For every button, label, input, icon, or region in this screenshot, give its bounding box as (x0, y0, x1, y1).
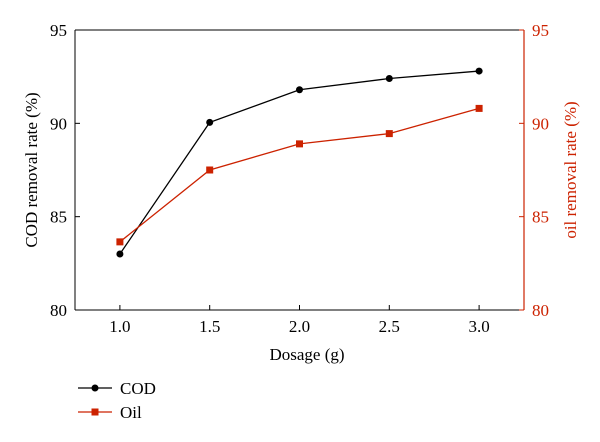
x-tick-label: 1.5 (199, 317, 220, 336)
x-axis: 1.0 1.5 2.0 2.5 3.0 (109, 305, 490, 336)
legend-label-cod: COD (120, 379, 156, 398)
data-point-cod (385, 75, 393, 83)
y-right-tick-label: 80 (532, 301, 549, 320)
x-tick-label: 3.0 (468, 317, 489, 336)
y-right-tick-label: 95 (532, 21, 549, 40)
data-point-oil (296, 140, 303, 148)
y-axis-right-title: oil removal rate (%) (561, 101, 580, 238)
data-point-oil (475, 104, 483, 112)
series-line-cod (119, 70, 480, 255)
y-axis-left: 80 85 90 95 (50, 21, 80, 320)
data-point-oil (116, 238, 124, 246)
x-tick-label: 2.0 (289, 317, 310, 336)
x-axis-title: Dosage (g) (269, 345, 344, 364)
y-right-tick-label: 90 (532, 114, 549, 133)
plot-frame (74, 29, 525, 311)
y-left-tick-label: 80 (50, 301, 67, 320)
data-point-cod (296, 86, 303, 94)
x-tick-label: 1.0 (109, 317, 130, 336)
legend-marker-cod (91, 384, 99, 392)
y-left-tick-label: 90 (50, 114, 67, 133)
y-left-tick-label: 95 (50, 21, 67, 40)
data-point-cod (475, 67, 483, 75)
y-left-tick-label: 85 (50, 208, 67, 227)
data-point-oil (206, 166, 214, 174)
y-axis-left-title: COD removal rate (%) (22, 92, 41, 247)
data-point-oil (385, 130, 393, 138)
legend-label-oil: Oil (120, 403, 142, 422)
series-layer (116, 67, 483, 258)
y-right-tick-label: 85 (532, 208, 549, 227)
legend: COD Oil (78, 379, 156, 422)
y-axis-right: 80 85 90 95 (519, 21, 549, 320)
data-point-cod (206, 118, 214, 126)
data-point-cod (116, 250, 124, 258)
x-tick-label: 2.5 (379, 317, 400, 336)
legend-marker-oil (91, 408, 99, 416)
